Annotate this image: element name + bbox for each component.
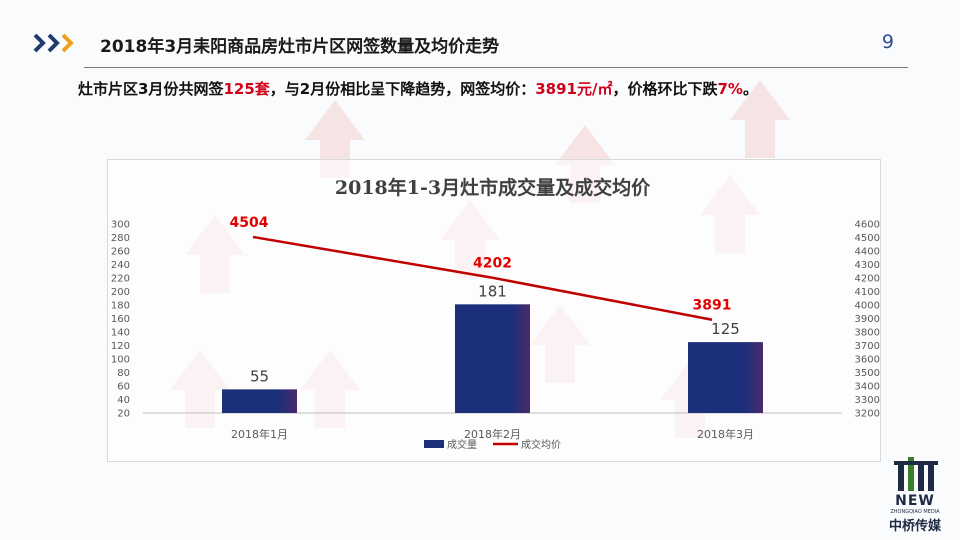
y-left-tick-label: 200 (111, 287, 130, 298)
y-left-tick-label: 300 (111, 220, 130, 231)
header-divider (84, 67, 908, 68)
y-left-tick-label: 20 (117, 409, 130, 420)
y-right-tick-label: 4400 (855, 247, 880, 258)
legend-swatch-bar (424, 440, 444, 448)
y-right-tick-label: 3700 (855, 341, 880, 352)
page-title: 2018年3月耒阳商品房灶市片区网签数量及均价走势 (100, 37, 500, 57)
y-left-tick-label: 180 (111, 301, 130, 312)
line-data-label: 4504 (230, 215, 269, 231)
y-left-tick-label: 60 (117, 382, 130, 393)
summary-part: ，与2月份相比呈下降趋势，网签均价： (269, 80, 536, 98)
y-left-tick-label: 280 (111, 233, 130, 244)
x-tick-label: 2018年2月 (464, 427, 521, 441)
line-data-label: 4202 (473, 256, 512, 272)
logo-text-sub: ZHONGQIAO MEDIA (890, 509, 940, 515)
summary-part: 。 (742, 80, 758, 98)
legend-label: 成交均价 (521, 438, 561, 451)
y-right-tick-label: 4200 (855, 274, 880, 285)
bar-data-label: 125 (711, 320, 740, 338)
y-right-tick-label: 3400 (855, 382, 880, 393)
summary-highlight-price: 3891元/㎡ (535, 80, 613, 98)
y-left-tick-label: 40 (117, 395, 130, 406)
summary-part: 灶市片区3月份共网签 (78, 80, 224, 98)
y-right-tick-label: 3200 (855, 409, 880, 420)
chart-container: 2018年1-3月灶市成交量及成交均价 20 40 60 80 100 120 140 160 1… (107, 159, 881, 462)
x-tick-label: 2018年1月 (231, 427, 288, 441)
y-right-tick-label: 3300 (855, 395, 880, 406)
slide-header: 2018年3月耒阳商品房灶市片区网签数量及均价走势 9 (0, 24, 960, 70)
logo-mark-icon (894, 457, 938, 491)
summary-part: ，价格环比下跌 (612, 80, 718, 98)
logo-text-cn: 中桥传媒 (888, 519, 941, 534)
summary-highlight-change: 7% (717, 80, 743, 98)
y-left-tick-label: 140 (111, 328, 130, 339)
legend-label: 成交量 (447, 438, 477, 451)
y-left-tick-label: 120 (111, 341, 130, 352)
y-left-tick-label: 100 (111, 355, 130, 366)
y-right-tick-label: 3500 (855, 368, 880, 379)
combo-chart: 2018年1-3月灶市成交量及成交均价 20 40 60 80 100 120 140 160 1… (111, 176, 880, 451)
logo-text-new: NEW (895, 493, 935, 509)
y-right-tick-label: 4100 (855, 287, 880, 298)
y-right-tick-label: 4600 (855, 220, 880, 231)
y-right-tick-label: 4000 (855, 301, 880, 312)
y-right-tick-label: 3900 (855, 314, 880, 325)
line-data-label: 3891 (693, 298, 732, 314)
bar (222, 389, 297, 413)
page-number: 9 (881, 31, 894, 53)
summary-highlight-units: 125套 (223, 80, 270, 98)
y-left-tick-label: 220 (111, 274, 130, 285)
y-left-tick-label: 260 (111, 247, 130, 258)
y-right-tick-label: 3600 (855, 355, 880, 366)
chart-title: 2018年1-3月灶市成交量及成交均价 (335, 176, 651, 199)
chevron-arrows-icon (33, 33, 74, 53)
y-right-tick-label: 4300 (855, 260, 880, 271)
y-right-tick-label: 3800 (855, 328, 880, 339)
bar (455, 304, 530, 413)
y-left-tick-label: 80 (117, 368, 130, 379)
y-left-tick-label: 160 (111, 314, 130, 325)
bar-data-label: 55 (250, 367, 269, 385)
line-series (252, 235, 713, 321)
y-right-tick-label: 4500 (855, 233, 880, 244)
summary-text: 灶市片区3月份共网签125套，与2月份相比呈下降趋势，网签均价：3891元/㎡，… (78, 78, 758, 99)
company-logo: NEW ZHONGQIAO MEDIA 中桥传媒 (884, 455, 946, 535)
y-left-tick-label: 240 (111, 260, 130, 271)
x-tick-label: 2018年3月 (697, 427, 754, 441)
bar-data-label: 181 (478, 282, 507, 300)
bar (688, 342, 763, 413)
